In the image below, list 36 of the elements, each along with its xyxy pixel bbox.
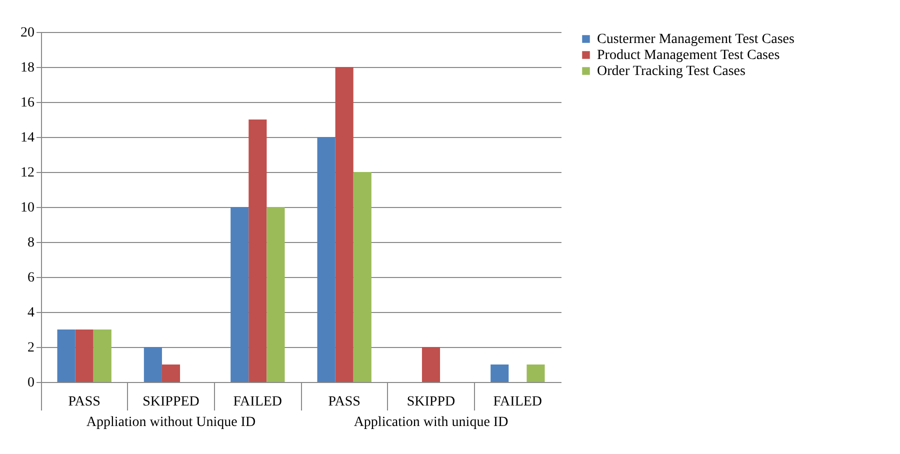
bar	[317, 137, 336, 382]
bar	[335, 67, 354, 382]
bar	[93, 330, 112, 382]
bar	[526, 364, 545, 382]
bar	[490, 364, 509, 382]
bar	[266, 207, 285, 382]
bar	[422, 347, 440, 382]
y-tick-label: 6	[28, 270, 34, 286]
bar	[57, 330, 76, 382]
x-tick-label: PASS	[68, 394, 100, 410]
legend-label: Order Tracking Test Cases	[597, 64, 746, 79]
bar	[230, 207, 249, 382]
y-tick-label: 2	[28, 340, 34, 356]
y-tick-label: 8	[28, 236, 34, 250]
bar	[353, 172, 372, 382]
x-tick-label: FAILED	[493, 394, 542, 410]
bar	[75, 330, 94, 382]
y-tick-label: 10	[20, 200, 34, 216]
y-tick-label: 16	[20, 96, 34, 110]
legend-label: Custermer Management Test Cases	[597, 32, 794, 47]
y-tick-label: 20	[20, 26, 34, 40]
text: Application with unique ID	[354, 415, 508, 430]
y-tick-label: 12	[20, 166, 34, 180]
bar	[248, 120, 267, 382]
bar	[144, 347, 162, 382]
bar	[162, 364, 180, 382]
x-tick-label: SKIPPD	[406, 394, 456, 410]
x-tick-label: PASS	[328, 394, 360, 410]
x-tick-label: SKIPPED	[142, 394, 200, 410]
legend-label: Product Management Test Cases	[597, 48, 780, 63]
text: Appliation without Unique ID	[86, 415, 256, 430]
y-tick-label: 0	[28, 376, 34, 390]
y-tick-label: 14	[20, 130, 34, 146]
y-tick-label: 4	[28, 306, 34, 320]
y-tick-label: 18	[20, 60, 34, 76]
x-tick-label: FAILED	[233, 394, 282, 410]
